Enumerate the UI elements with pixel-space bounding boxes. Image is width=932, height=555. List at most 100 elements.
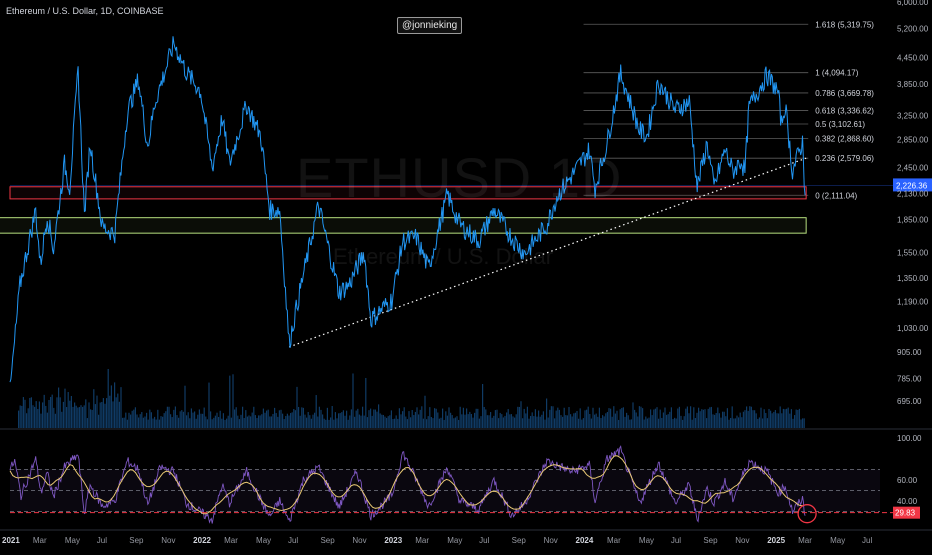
volume-bar: [533, 416, 535, 428]
volume-bar: [213, 417, 215, 428]
volume-bar: [685, 408, 687, 428]
x-axis-tick: Mar: [607, 536, 621, 545]
volume-bar: [269, 416, 271, 428]
volume-bar: [360, 415, 362, 428]
volume-bar: [291, 412, 293, 428]
volume-bar: [171, 417, 173, 428]
volume-bar: [552, 406, 554, 428]
volume-bar: [403, 407, 405, 428]
volume-bar: [794, 415, 796, 428]
volume-bar: [122, 417, 124, 428]
volume-bar: [262, 408, 264, 428]
price-axis-tick: 2,450.00: [897, 164, 929, 173]
volume-bar: [331, 406, 333, 428]
volume-bar: [670, 407, 672, 428]
volume-bar: [586, 409, 588, 428]
volume-bar: [499, 412, 501, 428]
volume-bar: [634, 409, 636, 428]
volume-bar: [46, 412, 48, 428]
volume-bar: [574, 412, 576, 428]
volume-bar: [173, 409, 175, 428]
rsi-current-badge: [893, 506, 920, 519]
volume-bar: [661, 417, 663, 428]
volume-bar: [142, 417, 144, 428]
volume-bar: [629, 419, 631, 428]
volume-bar: [251, 412, 253, 428]
fib-level-label: 0.786 (3,669.78): [815, 89, 874, 98]
volume-bar: [315, 395, 317, 428]
volume-bar: [261, 414, 263, 428]
volume-bar: [674, 417, 676, 428]
x-axis-tick: Sep: [512, 536, 527, 545]
volume-bar: [27, 408, 29, 428]
price-axis-tick: 1,850.00: [897, 216, 929, 225]
volume-bar: [656, 407, 658, 428]
volume-bar: [547, 417, 549, 428]
volume-bar: [243, 417, 245, 428]
volume-bar: [608, 408, 610, 428]
volume-bar: [648, 417, 650, 428]
volume-bar: [21, 405, 23, 428]
red-support-zone: [9, 186, 807, 200]
volume-bar: [754, 410, 756, 428]
volume-bar: [394, 418, 396, 428]
volume-bar: [538, 410, 540, 428]
volume-bar: [664, 407, 666, 428]
volume-bar: [643, 419, 645, 428]
volume-bar: [354, 416, 356, 428]
volume-bar: [709, 407, 711, 428]
volume-bar: [290, 413, 292, 428]
volume-bar: [722, 411, 724, 428]
volume-bar: [517, 406, 519, 428]
volume-bar: [144, 416, 146, 428]
volume-bar: [114, 382, 116, 428]
volume-bar: [770, 410, 772, 428]
volume-bar: [237, 415, 239, 428]
volume-bar: [222, 413, 224, 428]
volume-bar: [387, 416, 389, 428]
volume-bar: [435, 408, 437, 428]
volume-bar: [635, 412, 637, 428]
volume-bar: [549, 409, 551, 428]
volume-bar: [546, 398, 548, 428]
volume-bar: [562, 416, 564, 428]
volume-bar: [739, 412, 741, 428]
current-price-badge: [893, 178, 932, 192]
volume-bar: [509, 414, 511, 428]
volume-bar: [507, 409, 509, 428]
volume-bar: [627, 415, 629, 428]
volume-bar: [64, 388, 66, 428]
volume-bar: [224, 419, 226, 428]
volume-bar: [731, 406, 733, 428]
volume-bar: [301, 407, 303, 428]
volume-bar: [91, 409, 93, 428]
price-axis-tick: 695.00: [897, 397, 922, 406]
volume-bar: [358, 414, 360, 428]
volume-bar: [221, 418, 223, 428]
fib-level-label: 0 (2,111.04): [815, 191, 857, 200]
volume-bar: [438, 418, 440, 428]
volume-bar: [667, 414, 669, 428]
volume-bar: [346, 410, 348, 428]
volume-bar: [170, 414, 172, 428]
volume-bar: [126, 419, 128, 428]
volume-bar: [50, 396, 52, 428]
volume-bar: [112, 401, 114, 428]
volume-bar: [208, 382, 210, 428]
volume-bar: [482, 384, 484, 428]
volume-bar: [86, 418, 88, 428]
volume-bar: [45, 405, 47, 428]
volume-bar: [528, 418, 530, 428]
volume-bar: [477, 408, 479, 428]
volume-bar: [250, 416, 252, 428]
volume-bar: [520, 401, 522, 428]
volume-bar: [325, 419, 327, 428]
volume-bar: [563, 407, 565, 428]
volume-bar: [662, 412, 664, 428]
volume-bar: [69, 400, 71, 428]
x-axis-tick: 2025: [767, 536, 785, 545]
volume-bar: [318, 406, 320, 428]
volume-bar: [582, 418, 584, 428]
volume-bar: [202, 413, 204, 428]
volume-bar: [56, 397, 58, 428]
